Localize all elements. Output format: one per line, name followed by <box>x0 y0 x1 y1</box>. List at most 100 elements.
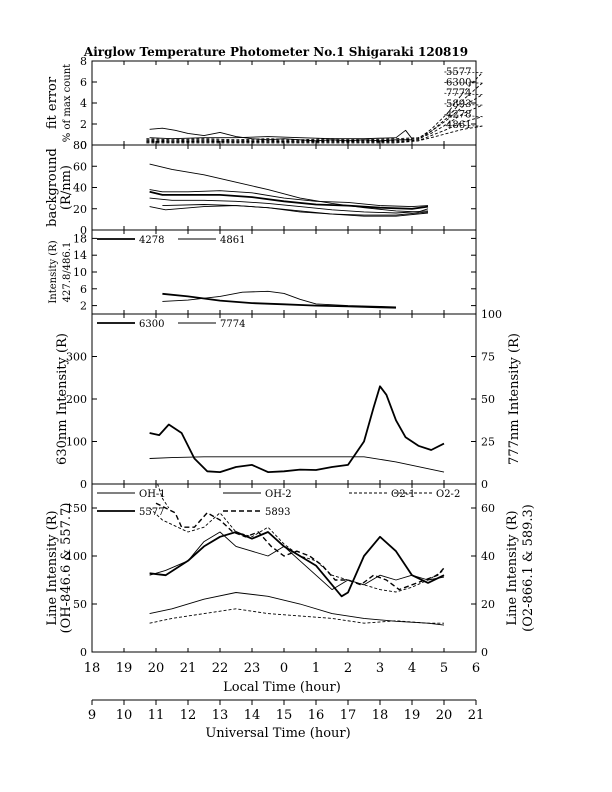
series-line-OH-2 <box>149 592 445 626</box>
x-tick-label-universal: 9 <box>88 708 96 723</box>
x-axis-label-local: Local Time (hour) <box>223 680 341 695</box>
y-tick-label: 150 <box>66 502 87 515</box>
series-line-7774 <box>146 94 483 141</box>
y2-tick-label: 40 <box>481 550 495 563</box>
legend-label: 5577 <box>139 507 164 518</box>
legend-label: 6300 <box>446 78 471 89</box>
y-tick-label: 2 <box>80 300 87 313</box>
x-tick-label-local: 2 <box>344 661 352 676</box>
series-line-unnamed-2 <box>149 190 429 210</box>
x-tick-label-local: 23 <box>244 661 261 676</box>
y-tick-label: 2 <box>80 118 87 131</box>
y2-tick-label: 60 <box>481 502 495 515</box>
y2-tick-label: 100 <box>481 308 502 321</box>
x-tick-label-universal: 13 <box>212 708 229 723</box>
legend-label: 7774 <box>446 88 471 99</box>
legend-leader <box>443 103 483 106</box>
x-tick-label-local: 4 <box>408 661 416 676</box>
legend-label: O2-1 <box>391 489 415 500</box>
y-tick-label: 80 <box>73 139 87 152</box>
legend-label: 4861 <box>220 235 245 246</box>
legend-label: 5893 <box>446 99 471 110</box>
y-tick-label: 6 <box>80 76 87 89</box>
series-line-OH-1 <box>149 531 445 591</box>
x-tick-label-local: 18 <box>84 661 101 676</box>
series-line-unnamed-5 <box>162 204 429 216</box>
x-tick-label-universal: 17 <box>340 708 357 723</box>
series-line-7774 <box>149 456 445 473</box>
x-axis-label-universal: Universal Time (hour) <box>205 726 350 741</box>
y-axis-label-line2: % of max count <box>62 64 73 142</box>
series-line-5577 <box>146 72 483 143</box>
x-tick-label-universal: 21 <box>468 708 485 723</box>
y-tick-label: 300 <box>66 351 87 364</box>
legend-label: 5577 <box>446 67 471 78</box>
chart-title: Airglow Temperature Photometer No.1 Shig… <box>83 45 468 59</box>
series-line-4861 <box>162 290 397 308</box>
x-tick-label-universal: 11 <box>148 708 165 723</box>
y-tick-label: 100 <box>66 436 87 449</box>
series-line-4861 <box>146 125 483 143</box>
series-line-4278 <box>162 292 397 309</box>
x-tick-label-local: 5 <box>440 661 448 676</box>
y-tick-label: 50 <box>73 598 87 611</box>
series-line-5893 <box>146 104 483 142</box>
legend-label: 7774 <box>220 319 245 330</box>
y-tick-label: 40 <box>73 182 87 195</box>
legend-label: 6300 <box>139 319 164 330</box>
y-tick-label: 18 <box>73 232 87 245</box>
legend-label: 4278 <box>139 235 164 246</box>
y-axis-label-line2: (R/nm) <box>59 165 74 210</box>
y-axis-label-line2: 427.8/486.1 <box>62 242 73 303</box>
x-tick-label-universal: 20 <box>436 708 453 723</box>
series-line-5577 <box>149 531 445 598</box>
y-tick-label: 20 <box>73 203 87 216</box>
legend-label: 4861 <box>446 120 471 131</box>
x-tick-label-universal: 16 <box>308 708 325 723</box>
y-tick-label: 0 <box>80 224 87 237</box>
panel-frame <box>91 144 477 231</box>
legend-leader <box>443 71 483 73</box>
series-line-4278 <box>146 116 483 144</box>
y2-tick-label: 50 <box>481 393 495 406</box>
series-line-O2-2 <box>149 608 444 624</box>
series-line-6300 <box>149 385 445 474</box>
legend-label: OH-1 <box>139 489 166 500</box>
y-axis-label-line2: (OH-846.6 & 557.7) <box>59 503 74 634</box>
y-tick-label: 200 <box>66 393 87 406</box>
y-tick-label: 0 <box>80 646 87 659</box>
x-tick-label-local: 3 <box>376 661 384 676</box>
panel-intensity-blue: 2 6 10 14 18 Intensity (R) 427.8/486.1 4278 4861 <box>48 229 477 315</box>
y-axis-label: background <box>45 148 60 227</box>
panel-background: 0 20 40 60 80 background (R/nm) <box>45 139 477 237</box>
y2-tick-label: 25 <box>481 436 495 449</box>
y-tick-label: 0 <box>80 139 87 152</box>
series-line-unnamed-4 <box>149 205 429 217</box>
x-tick-label-local: 21 <box>180 661 197 676</box>
series-line-unnamed-7 <box>149 129 413 140</box>
legend-leader <box>443 124 483 127</box>
y-tick-label: 10 <box>73 266 87 279</box>
series-line-unnamed-6 <box>157 484 170 509</box>
series-line-unnamed-6 <box>149 127 412 142</box>
x-tick-label-local: 6 <box>472 661 480 676</box>
y-tick-label: 100 <box>66 550 87 563</box>
y-tick-label: 60 <box>73 160 87 173</box>
y2-tick-label: 75 <box>481 351 495 364</box>
y-axis-label: 630nm Intensity (R) <box>55 333 70 465</box>
y2-axis-label: Line Intensity (R) <box>505 510 520 625</box>
y-axis-label: fit error <box>45 76 60 129</box>
y-axis-label: Intensity (R) <box>48 240 59 303</box>
y-tick-label: 4 <box>80 97 87 110</box>
x-tick-label-universal: 12 <box>180 708 197 723</box>
legend-leader <box>443 92 483 95</box>
legend-leader <box>443 114 483 117</box>
x-tick-label-local: 19 <box>116 661 133 676</box>
series-line-O2-1 <box>149 507 445 593</box>
y2-tick-label: 20 <box>481 598 495 611</box>
